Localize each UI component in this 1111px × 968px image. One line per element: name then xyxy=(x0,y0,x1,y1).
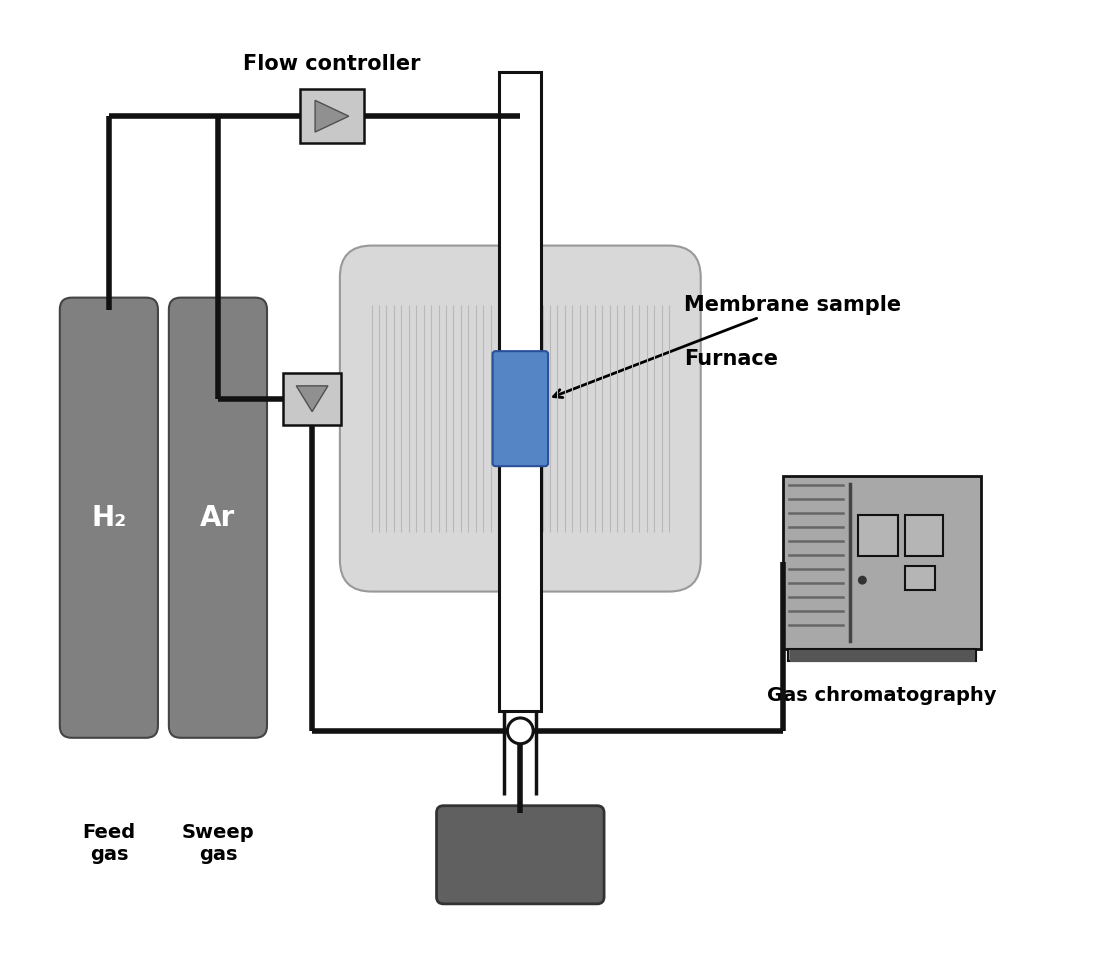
FancyBboxPatch shape xyxy=(783,475,981,650)
FancyBboxPatch shape xyxy=(60,297,158,738)
Polygon shape xyxy=(297,386,328,411)
Text: Membrane sample: Membrane sample xyxy=(553,294,901,398)
Text: H₂: H₂ xyxy=(91,503,127,531)
FancyBboxPatch shape xyxy=(169,297,267,738)
FancyBboxPatch shape xyxy=(437,805,604,904)
Text: Ar: Ar xyxy=(200,503,236,531)
Polygon shape xyxy=(316,101,349,132)
FancyBboxPatch shape xyxy=(905,515,942,557)
FancyBboxPatch shape xyxy=(500,72,541,711)
Text: Furnace: Furnace xyxy=(684,349,778,369)
FancyBboxPatch shape xyxy=(492,351,548,467)
Text: Sweep
gas: Sweep gas xyxy=(181,823,254,864)
Text: Gas chromatography: Gas chromatography xyxy=(768,685,997,705)
FancyBboxPatch shape xyxy=(283,373,341,425)
Text: Flow controller: Flow controller xyxy=(243,54,421,75)
FancyBboxPatch shape xyxy=(300,89,364,143)
Text: Feed
gas: Feed gas xyxy=(82,823,136,864)
FancyBboxPatch shape xyxy=(788,650,977,661)
FancyBboxPatch shape xyxy=(905,566,934,590)
Circle shape xyxy=(508,718,533,743)
FancyBboxPatch shape xyxy=(340,246,701,591)
Text: Rotary
pump: Rotary pump xyxy=(481,833,560,876)
FancyBboxPatch shape xyxy=(859,515,898,557)
Circle shape xyxy=(858,576,867,585)
